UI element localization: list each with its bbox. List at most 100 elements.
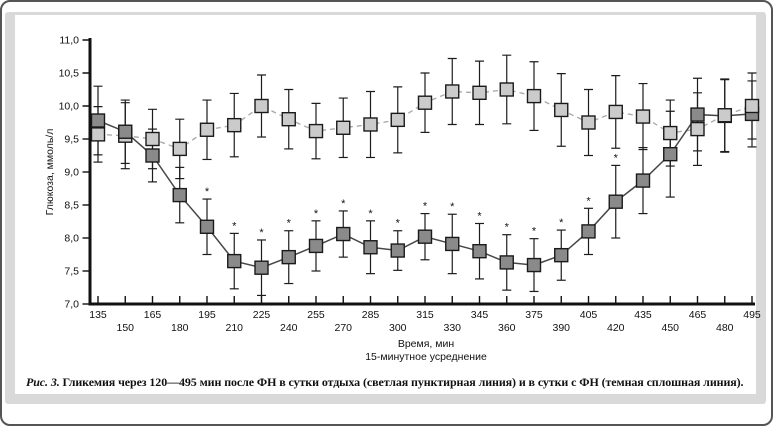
x-tick-label: 375 <box>525 309 543 321</box>
significance-star: * <box>259 227 264 239</box>
marker-fn-day <box>336 226 351 242</box>
marker-rest-day <box>526 88 542 104</box>
marker-fn-day <box>554 247 569 263</box>
x-tick-label: 435 <box>634 309 652 321</box>
y-tick-label: 11,0 <box>59 35 79 47</box>
marker-rest-day <box>472 85 487 101</box>
y-tick-label: 8,5 <box>64 200 79 212</box>
significance-star: * <box>614 152 619 164</box>
x-tick-label: 135 <box>89 309 107 321</box>
significance-star: * <box>559 217 564 229</box>
marker-rest-day <box>690 121 705 137</box>
x-tick-label: 150 <box>116 322 134 334</box>
marker-fn-day <box>90 113 106 128</box>
x-tick-label: 420 <box>607 322 625 334</box>
marker-fn-day <box>308 238 324 254</box>
marker-fn-day <box>199 219 215 234</box>
marker-rest-day <box>90 127 106 142</box>
x-tick-label: 330 <box>443 322 461 334</box>
x-tick-label: 450 <box>661 322 679 334</box>
significance-star: * <box>314 208 319 220</box>
marker-rest-day <box>635 109 651 124</box>
significance-star: * <box>396 218 401 230</box>
significance-star: * <box>287 218 292 230</box>
y-tick-label: 9,5 <box>64 134 79 146</box>
significance-star: * <box>232 220 237 232</box>
y-tick-label: 7,0 <box>64 299 79 311</box>
marker-fn-day <box>417 229 433 244</box>
marker-fn-day <box>472 243 487 259</box>
y-tick-label: 10,0 <box>59 101 80 113</box>
x-axis-title: Время, мин 15-минутное усреднение <box>98 338 754 364</box>
significance-star: * <box>368 208 373 220</box>
marker-rest-day <box>145 131 160 147</box>
marker-fn-day <box>363 240 378 255</box>
marker-rest-day <box>445 84 460 99</box>
marker-fn-day <box>172 187 187 203</box>
marker-fn-day <box>608 194 623 209</box>
x-tick-label: 255 <box>307 309 325 321</box>
significance-star: * <box>477 210 482 222</box>
y-tick-label: 9,0 <box>64 167 79 179</box>
marker-fn-day <box>227 253 242 269</box>
marker-rest-day <box>363 117 378 132</box>
marker-rest-day <box>744 98 760 114</box>
marker-rest-day <box>663 125 678 141</box>
marker-fn-day <box>445 236 460 252</box>
marker-fn-day <box>526 257 542 273</box>
x-tick-label: 270 <box>334 322 352 334</box>
significance-star: * <box>341 198 346 210</box>
marker-fn-day <box>254 260 269 275</box>
marker-rest-day <box>199 122 215 137</box>
x-tick-label: 390 <box>552 322 570 334</box>
marker-fn-day <box>581 224 596 239</box>
marker-rest-day <box>308 123 324 139</box>
y-tick-label: 7,5 <box>64 266 79 278</box>
y-tick-label: 8,0 <box>64 233 79 245</box>
y-tick-label: 10,5 <box>59 68 80 80</box>
x-tick-label: 180 <box>171 322 189 334</box>
figure-caption-text: Гликемия через 120—495 мин после ФН в су… <box>62 375 744 389</box>
figure-caption-label: Рис. 3. <box>26 375 60 389</box>
x-axis-title-line2: 15-минутное усреднение <box>365 351 487 363</box>
significance-star: * <box>532 226 537 238</box>
marker-rest-day <box>227 117 242 133</box>
marker-fn-day <box>281 249 296 265</box>
x-tick-label: 360 <box>498 322 516 334</box>
significance-star: * <box>505 222 510 234</box>
marker-rest-day <box>390 112 405 128</box>
axes <box>88 38 755 306</box>
x-tick-label: 405 <box>580 309 598 321</box>
marker-rest-day <box>336 120 351 135</box>
marker-rest-day <box>554 102 569 118</box>
x-tick-label: 465 <box>689 309 707 321</box>
marker-fn-day <box>663 146 678 162</box>
marker-rest-day <box>281 111 296 127</box>
x-axis-title-line1: Время, мин <box>397 338 455 350</box>
figure-caption: Рис. 3. Гликемия через 120—495 мин после… <box>26 375 749 390</box>
y-axis-title: Глюкоза, ммоль/л <box>44 128 56 216</box>
marker-rest-day <box>254 98 269 114</box>
x-tick-label: 300 <box>389 322 407 334</box>
marker-fn-day <box>635 173 651 188</box>
significance-star: * <box>450 201 455 213</box>
marker-rest-day <box>717 108 732 123</box>
significance-star: * <box>205 186 210 198</box>
x-tick-label: 315 <box>416 309 434 321</box>
x-tick-label: 165 <box>144 309 162 321</box>
x-tick-label: 195 <box>198 309 216 321</box>
x-tick-label: 225 <box>253 309 271 321</box>
significance-star: * <box>423 201 428 213</box>
x-tick-label: 495 <box>743 309 761 321</box>
significance-star: * <box>586 195 591 207</box>
marker-fn-day <box>499 255 514 270</box>
marker-rest-day <box>581 115 596 130</box>
marker-fn-day <box>118 124 133 139</box>
x-tick-label: 210 <box>225 322 243 334</box>
glucose-line-chart: * * * * * * * * * * * * * * * * 7,0 7,5 8,0 8,5 9,0 9,5 10,0 10… <box>59 35 761 335</box>
marker-rest-day <box>172 141 187 157</box>
x-tick-label: 345 <box>471 309 489 321</box>
marker-fn-day <box>390 243 405 258</box>
marker-fn-day <box>690 107 705 122</box>
